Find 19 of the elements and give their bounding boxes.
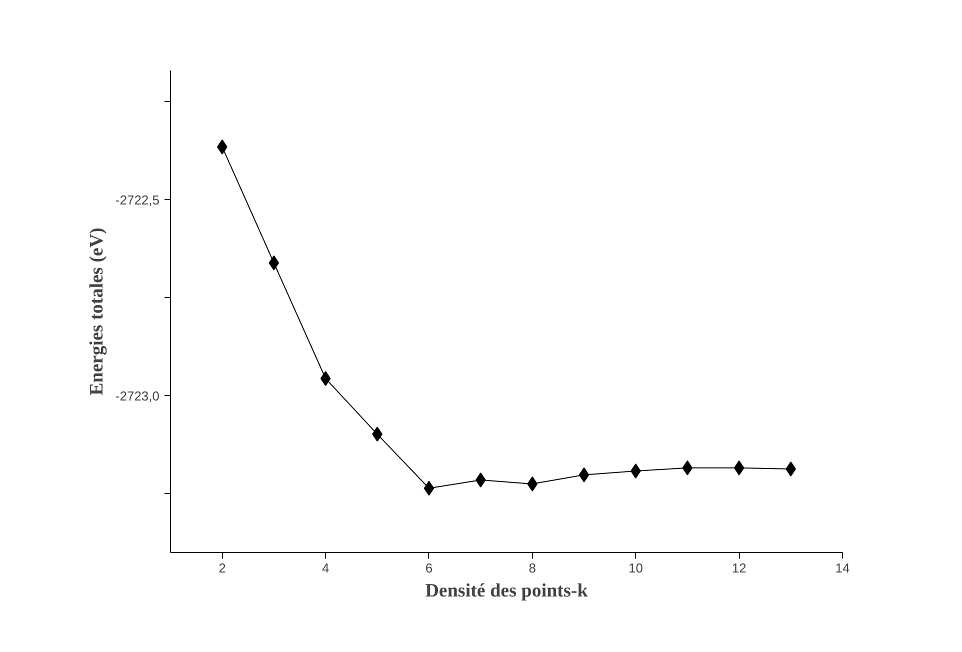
x-tick-label: 10	[628, 560, 643, 576]
point	[320, 371, 331, 386]
x-tick-label: 4	[322, 560, 330, 576]
point	[578, 467, 590, 482]
x-tick-label: 6	[425, 560, 433, 576]
x-tick-label: 2	[218, 560, 226, 576]
y-tick-label: -2723,0	[115, 388, 160, 404]
point	[682, 460, 693, 476]
y-axis-title: Energies totales (eV)	[86, 228, 108, 396]
x-tick-label: 8	[528, 560, 536, 576]
x-tick-label: 12	[732, 560, 746, 576]
point	[424, 480, 434, 496]
x-tick-label: 14	[835, 560, 850, 576]
y-tick-label: -2722,5	[115, 192, 160, 208]
point	[475, 472, 486, 488]
point	[268, 255, 280, 270]
point	[734, 460, 744, 476]
x-axis-title: Densité des points-k	[425, 580, 588, 602]
point	[527, 476, 538, 492]
